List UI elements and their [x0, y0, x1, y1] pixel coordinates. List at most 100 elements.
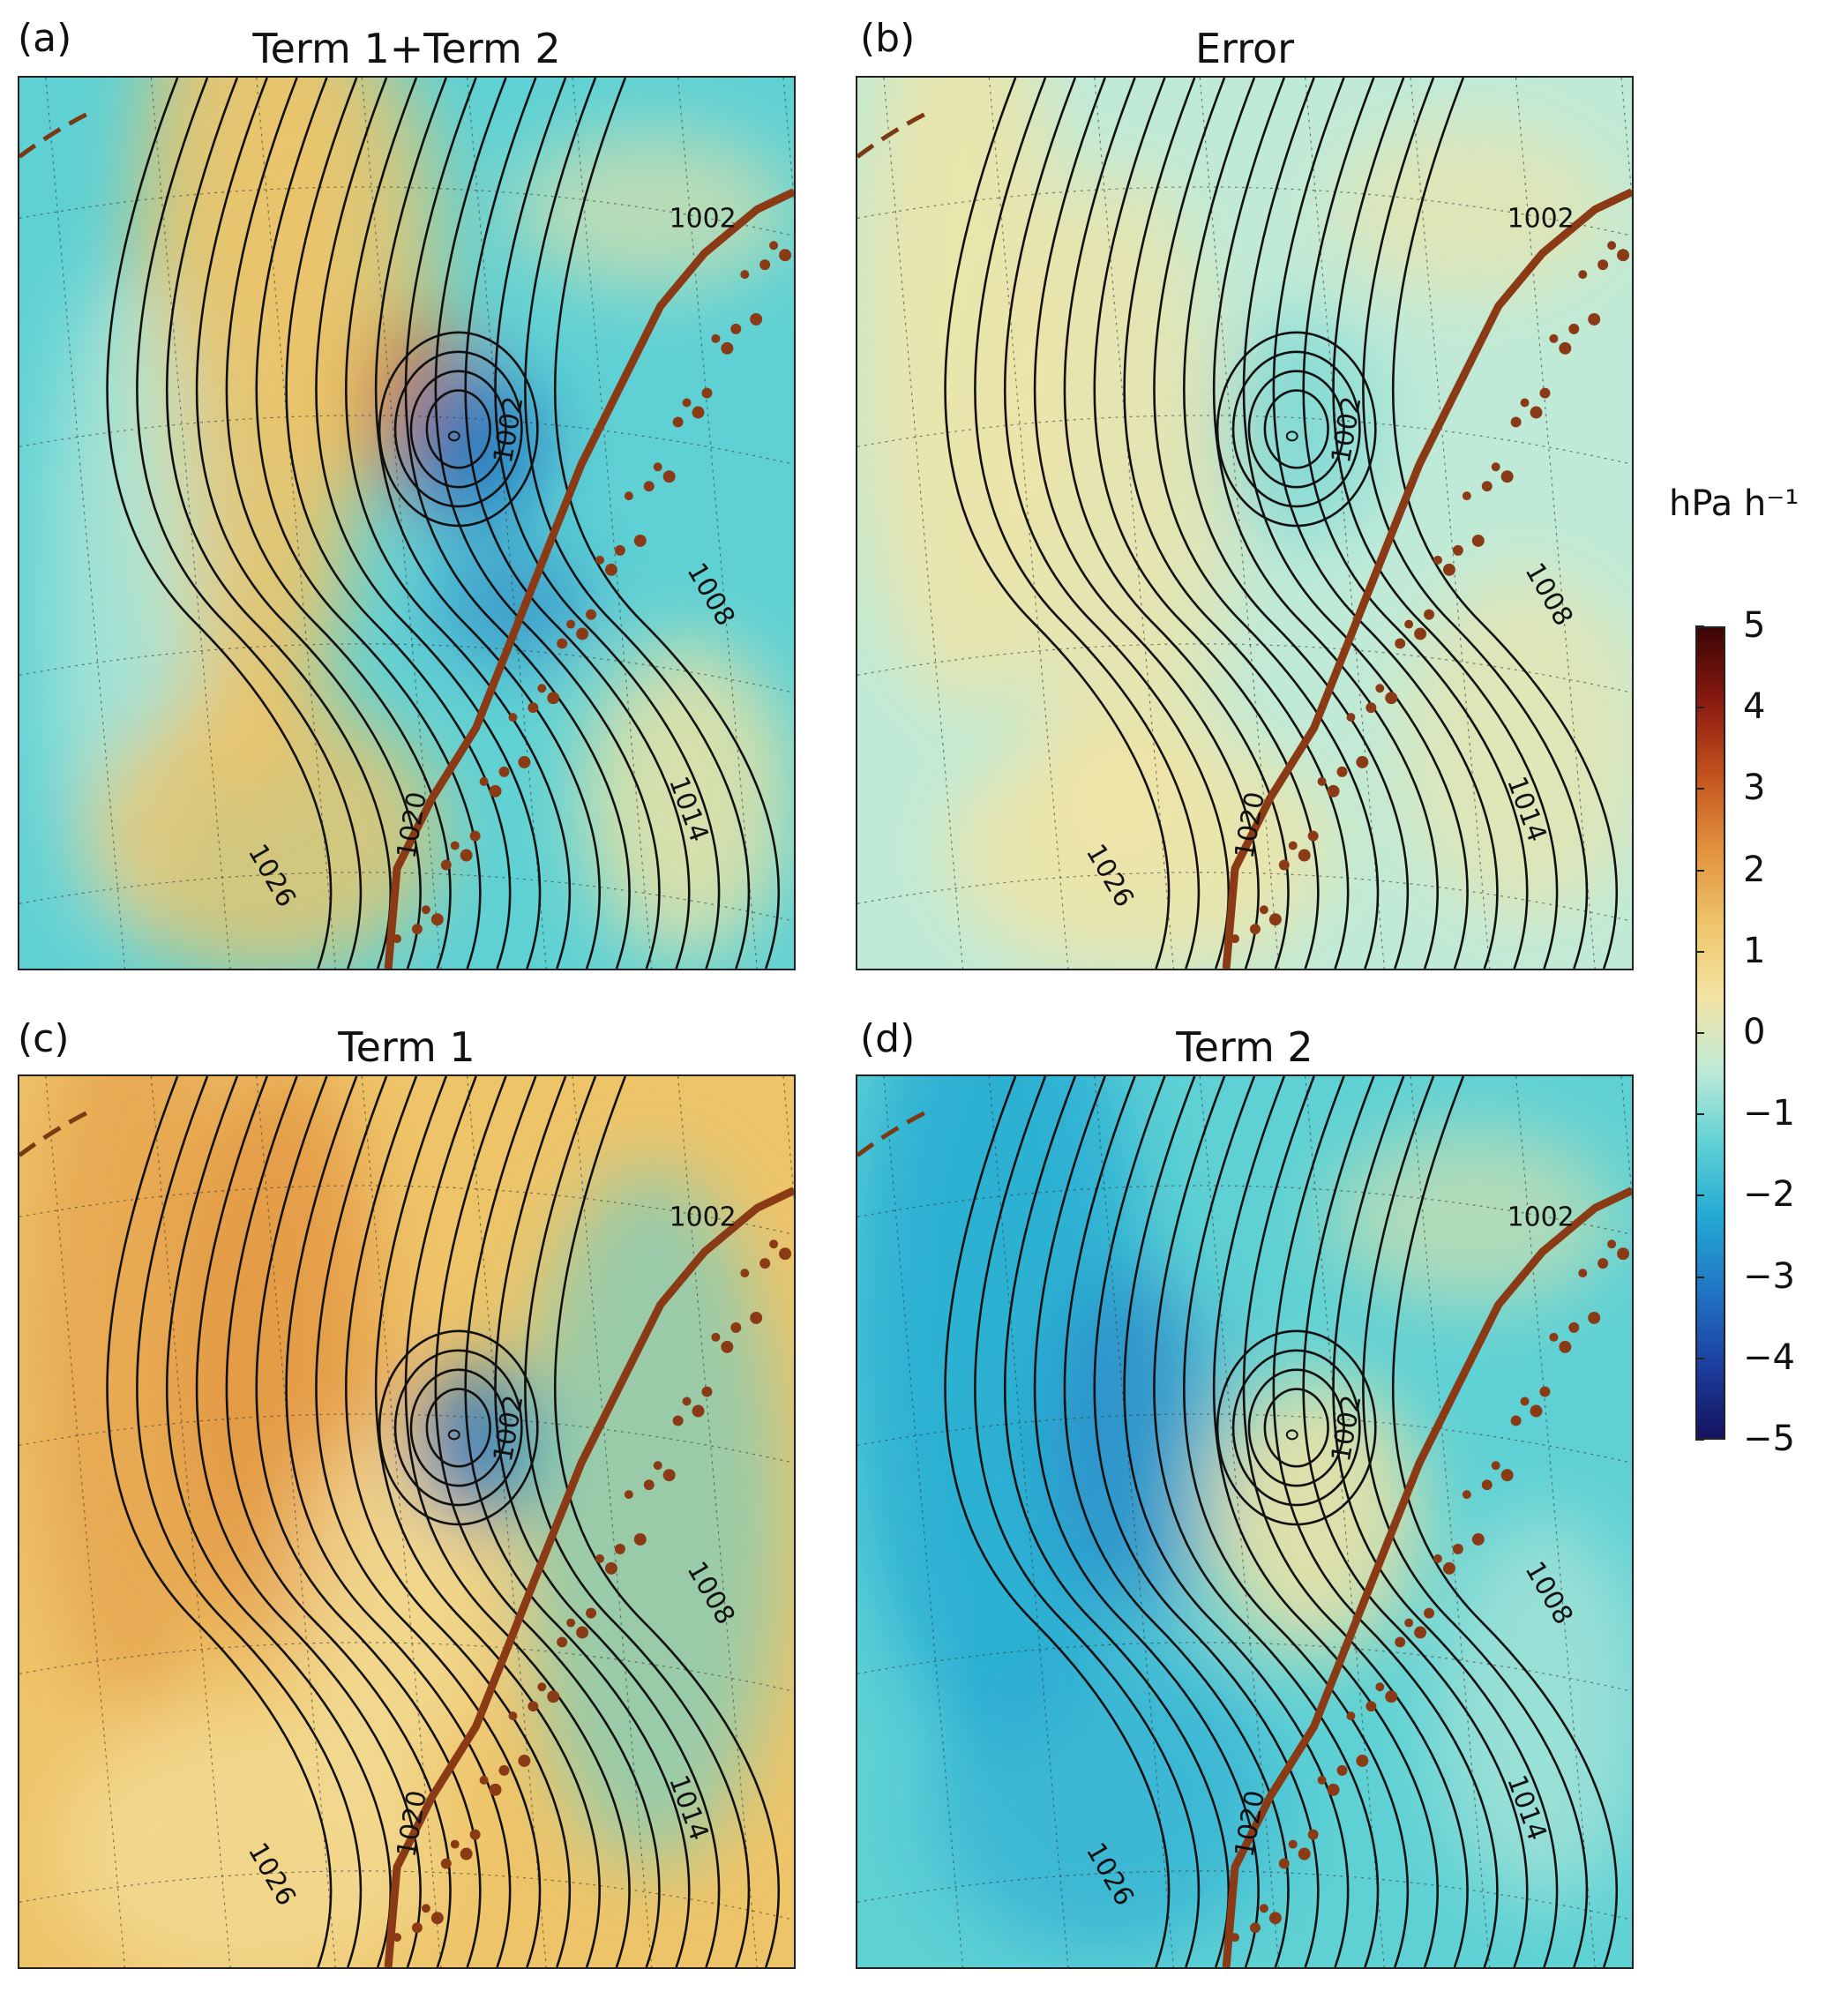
graticule-meridian [572, 78, 653, 969]
coastal-island [469, 830, 481, 842]
coastal-island [750, 1311, 763, 1324]
colorbar-tick-label: 3 [1743, 767, 1766, 809]
coastal-island [604, 1561, 617, 1575]
coastal-island [557, 638, 568, 649]
graticule-parallel [19, 415, 794, 465]
field-blob [581, 640, 793, 957]
coastal-island [682, 398, 692, 408]
coastal-island [1424, 609, 1435, 620]
field-blob [1437, 1516, 1632, 1903]
coastal-island [440, 859, 452, 871]
coastal-island [1231, 1933, 1240, 1943]
coastal-island [547, 1690, 560, 1703]
graticule-parallel [19, 1870, 794, 1920]
coastal-island [633, 1532, 647, 1546]
isobar-line [1242, 1076, 1469, 1967]
coastal-island [769, 1239, 779, 1249]
isobar-line [195, 1076, 422, 1967]
isobar-line [315, 78, 542, 969]
graticule-meridian [988, 1076, 1069, 1967]
coastal-island [1471, 1532, 1485, 1546]
graticule-meridian [1199, 78, 1280, 969]
coastal-island [1607, 241, 1617, 251]
colorbar-tick-mark [1695, 1194, 1704, 1197]
coastal-island [1375, 684, 1385, 693]
graticule-meridian [150, 78, 231, 969]
coastal-island [1336, 766, 1348, 777]
isobar-line [1302, 1076, 1529, 1967]
coastal-island [1539, 1386, 1551, 1397]
graticule-meridian [988, 78, 1069, 969]
coastal-island [1259, 905, 1268, 915]
coastal-island [1510, 1415, 1522, 1426]
coastal-island [586, 1607, 597, 1619]
isobar-low-ring [409, 370, 507, 489]
field-blob [1015, 165, 1227, 869]
graticule-meridian [256, 1076, 336, 1967]
graticule-meridian [1410, 78, 1491, 969]
panel-c-letter: (c) [18, 1016, 70, 1061]
panel-a-letter: (a) [18, 16, 72, 61]
coastal-island [1559, 1340, 1572, 1353]
coastal-island [566, 1618, 576, 1628]
coastal-island [1433, 1554, 1442, 1563]
field-blob [857, 78, 1068, 711]
coastal-island [643, 1479, 655, 1491]
coastal-island [1307, 830, 1319, 842]
isobar-line [166, 1076, 393, 1967]
graticule-meridian [1199, 1076, 1280, 1967]
isobar-line [1302, 78, 1529, 969]
isobar-line [225, 1076, 452, 1967]
coastal-island [682, 1396, 692, 1406]
graticule-meridian [361, 78, 442, 969]
coastal-island [1549, 1332, 1559, 1342]
coastal-island [1568, 1321, 1580, 1333]
coastal-island [479, 776, 489, 786]
isobar-line [1093, 78, 1320, 969]
graticule-parallel [19, 1185, 794, 1235]
colorbar-tick-label: 0 [1743, 1012, 1766, 1052]
isobar-line [1332, 78, 1559, 969]
coastal-island [1597, 1258, 1609, 1269]
graticule-parallel [857, 872, 1632, 922]
colorbar-tick-label: 2 [1743, 849, 1766, 890]
coastal-island [1298, 849, 1311, 862]
isobar-low-ring [1247, 370, 1345, 489]
contour-label: 1002 [670, 203, 737, 234]
coastal-island [586, 609, 597, 620]
isobar-line [944, 1076, 1171, 1967]
isobar-line [404, 1076, 631, 1967]
graticule-meridian [1515, 1076, 1596, 1967]
panel-c-title: Term 1 [338, 1023, 475, 1071]
coastal-island [1549, 333, 1559, 343]
coastal-island [1578, 270, 1588, 280]
coastal-island [1259, 1904, 1268, 1913]
coastal-island [1491, 1461, 1500, 1471]
graticule-meridian [467, 78, 547, 969]
isobar-low-ring [1216, 331, 1377, 528]
coastal-island [672, 1415, 684, 1426]
low-center-marker [447, 430, 460, 442]
coastal-island [1231, 934, 1240, 944]
isobar-low-ring [1231, 350, 1361, 508]
coastal-island [1462, 1490, 1471, 1500]
panel-a-title: Term 1+Term 2 [252, 25, 561, 72]
graticule-meridian [677, 1076, 758, 1967]
coastal-island [662, 470, 676, 483]
isobar-line [1123, 1076, 1350, 1967]
coastal-island [1481, 1479, 1493, 1491]
coastal-island [1414, 627, 1427, 640]
coastline [384, 1187, 794, 1967]
isobar-low-ring [1216, 1329, 1377, 1526]
isobar-line [974, 78, 1201, 969]
coastal-island [1617, 1247, 1630, 1261]
coastal-island [1481, 481, 1493, 492]
coastal-island [1395, 1636, 1406, 1648]
coastal-island [692, 1404, 705, 1418]
coastal-island [527, 1701, 539, 1712]
coastal-island [460, 1847, 473, 1860]
coastline [1222, 1187, 1632, 1967]
coastal-island [1607, 1239, 1617, 1249]
graticule-meridian [677, 78, 758, 969]
graticule-meridian [883, 1076, 964, 1967]
